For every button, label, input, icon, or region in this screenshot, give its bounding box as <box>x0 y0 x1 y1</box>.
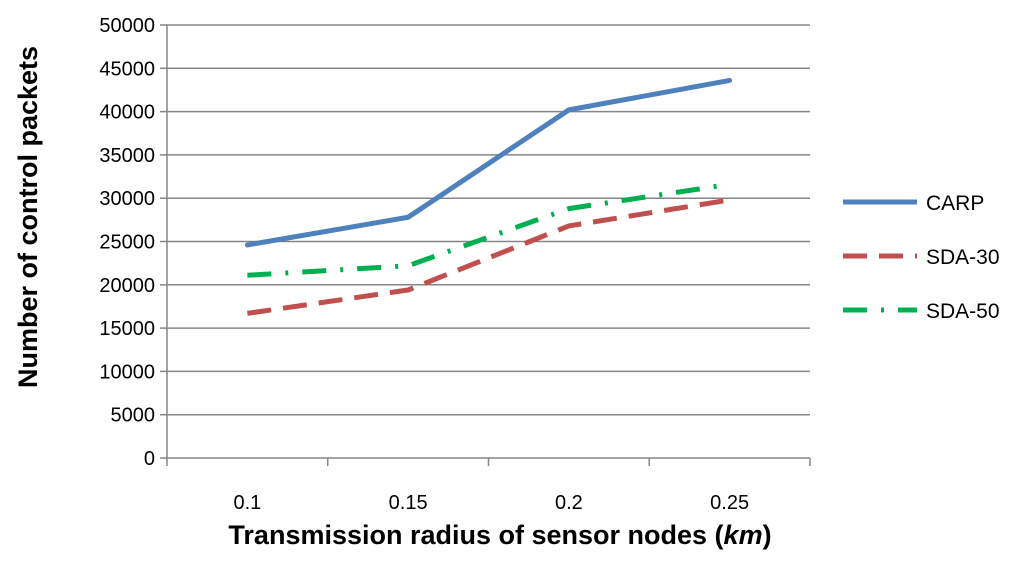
y-tick-label: 30000 <box>99 188 155 210</box>
x-tick-labels: 0.1 0.15 0.2 0.25 <box>233 492 749 514</box>
y-tick-label: 35000 <box>99 145 155 167</box>
x-axis-title-unit: km <box>724 520 763 550</box>
x-tick-label: 0.2 <box>555 492 583 514</box>
axes <box>160 24 811 466</box>
y-tick-label: 0 <box>144 448 155 470</box>
y-tick-label: 40000 <box>99 102 155 124</box>
y-tick-label: 10000 <box>99 361 155 383</box>
gridlines <box>167 24 810 416</box>
series-lines <box>244 77 733 316</box>
x-tick-label: 0.15 <box>389 492 428 514</box>
y-tick-label: 50000 <box>99 15 155 37</box>
y-tick-label: 25000 <box>99 232 155 254</box>
legend-label-sda-50: SDA-50 <box>926 300 1000 323</box>
x-axis-title: Transmission radius of sensor nodes (km) <box>228 520 771 550</box>
y-tick-label: 45000 <box>99 58 155 80</box>
y-tick-label: 15000 <box>99 318 155 340</box>
series-line-sda-30 <box>247 197 731 316</box>
y-tick-labels: 0 5000 10000 15000 20000 25000 30000 35000 40000… <box>99 15 155 470</box>
legend-label-carp: CARP <box>926 192 984 215</box>
legend-label-sda-30: SDA-30 <box>926 246 1000 269</box>
x-axis-title-main: Transmission radius of sensor nodes ( <box>228 520 723 550</box>
y-tick-label: 5000 <box>111 405 156 427</box>
y-axis-title: Number of control packets <box>13 46 43 388</box>
x-tick-label: 0.25 <box>710 492 749 514</box>
series-line-carp <box>244 77 733 248</box>
x-axis-title-close: ) <box>763 520 772 550</box>
x-tick-label: 0.1 <box>233 492 261 514</box>
y-tick-label: 20000 <box>99 275 155 297</box>
legend: CARP SDA-30 SDA-50 <box>843 192 1000 323</box>
